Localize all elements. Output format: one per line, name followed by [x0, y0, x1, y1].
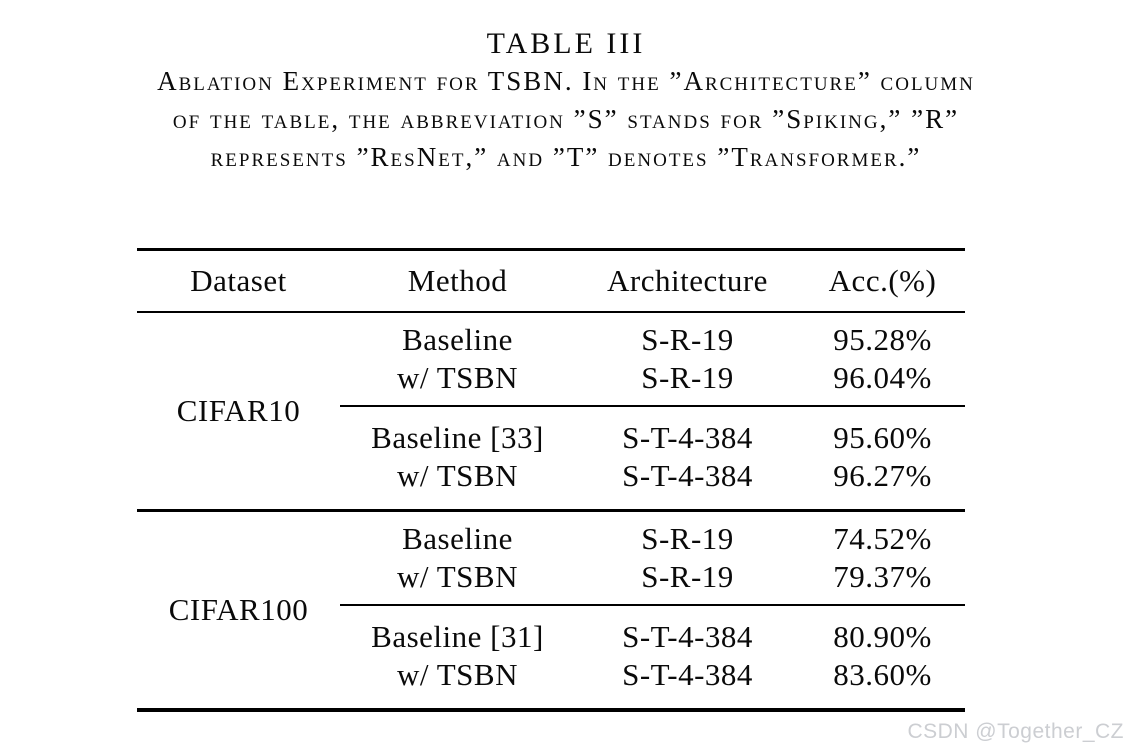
- cell-accuracy: 96.27%: [833, 458, 932, 493]
- table-row: w/ TSBN S-R-19 96.04%: [340, 359, 965, 397]
- cell-accuracy: 83.60%: [833, 657, 932, 692]
- cell-method: Baseline [31]: [371, 619, 544, 654]
- cell-accuracy: 80.90%: [833, 619, 932, 654]
- table-title: TABLE III: [486, 27, 646, 60]
- header-accuracy: Acc.(%): [828, 263, 937, 298]
- dataset-group-cifar10: CIFAR10 Baseline S-R-19 95.28% w/ TSBN S…: [137, 313, 965, 509]
- cell-method: Baseline [33]: [371, 420, 544, 455]
- cell-architecture: S-R-19: [641, 360, 734, 395]
- cell-method: w/ TSBN: [397, 360, 518, 395]
- cell-architecture: S-T-4-384: [622, 619, 753, 654]
- cell-accuracy: 96.04%: [833, 360, 932, 395]
- cell-method: w/ TSBN: [397, 657, 518, 692]
- subgroup-cifar100-resnet: Baseline S-R-19 74.52% w/ TSBN S-R-19 79…: [340, 512, 965, 604]
- cell-method: w/ TSBN: [397, 559, 518, 594]
- cell-method: Baseline: [402, 521, 513, 556]
- table-row: w/ TSBN S-T-4-384 96.27%: [340, 457, 965, 495]
- cell-method: Baseline: [402, 322, 513, 357]
- table-row: w/ TSBN S-T-4-384 83.60%: [340, 656, 965, 694]
- watermark: CSDN @Together_CZ: [907, 720, 1124, 743]
- cell-accuracy: 74.52%: [833, 521, 932, 556]
- subgroup-cifar10-transformer: Baseline [33] S-T-4-384 95.60% w/ TSBN S…: [340, 405, 965, 509]
- table-header-row: Dataset Method Architecture Acc.(%): [137, 251, 965, 313]
- subgroup-cifar100-transformer: Baseline [31] S-T-4-384 80.90% w/ TSBN S…: [340, 604, 965, 708]
- cell-architecture: S-T-4-384: [622, 458, 753, 493]
- cell-architecture: S-T-4-384: [622, 420, 753, 455]
- table-row: w/ TSBN S-R-19 79.37%: [340, 558, 965, 596]
- table-row: Baseline [31] S-T-4-384 80.90%: [340, 618, 965, 656]
- cell-accuracy: 95.28%: [833, 322, 932, 357]
- table-row: Baseline S-R-19 74.52%: [340, 520, 965, 558]
- caption-line-2: of the table, the abbreviation ”S” stand…: [172, 104, 960, 134]
- cell-architecture: S-T-4-384: [622, 657, 753, 692]
- group-content-cifar10: Baseline S-R-19 95.28% w/ TSBN S-R-19 96…: [340, 313, 965, 509]
- table-row: Baseline [33] S-T-4-384 95.60%: [340, 419, 965, 457]
- header-dataset: Dataset: [190, 263, 287, 298]
- cell-method: w/ TSBN: [397, 458, 518, 493]
- caption-line-1: Ablation Experiment for TSBN. In the ”Ar…: [157, 66, 975, 96]
- cell-accuracy: 95.60%: [833, 420, 932, 455]
- cell-architecture: S-R-19: [641, 322, 734, 357]
- cell-architecture: S-R-19: [641, 521, 734, 556]
- cell-accuracy: 79.37%: [833, 559, 932, 594]
- header-architecture: Architecture: [607, 263, 768, 298]
- dataset-label-cifar10: CIFAR10: [176, 393, 301, 428]
- cell-architecture: S-R-19: [641, 559, 734, 594]
- caption-line-3: represents ”ResNet,” and ”T” denotes ”Tr…: [210, 142, 922, 172]
- dataset-label-cifar100: CIFAR100: [168, 592, 309, 627]
- table-caption: TABLE III Ablation Experiment for TSBN. …: [0, 26, 1132, 176]
- ablation-table: Dataset Method Architecture Acc.(%) CIFA…: [137, 248, 965, 712]
- subgroup-cifar10-resnet: Baseline S-R-19 95.28% w/ TSBN S-R-19 96…: [340, 313, 965, 405]
- header-method: Method: [407, 263, 508, 298]
- table-row: Baseline S-R-19 95.28%: [340, 321, 965, 359]
- group-content-cifar100: Baseline S-R-19 74.52% w/ TSBN S-R-19 79…: [340, 512, 965, 708]
- dataset-group-cifar100: CIFAR100 Baseline S-R-19 74.52% w/ TSBN …: [137, 509, 965, 708]
